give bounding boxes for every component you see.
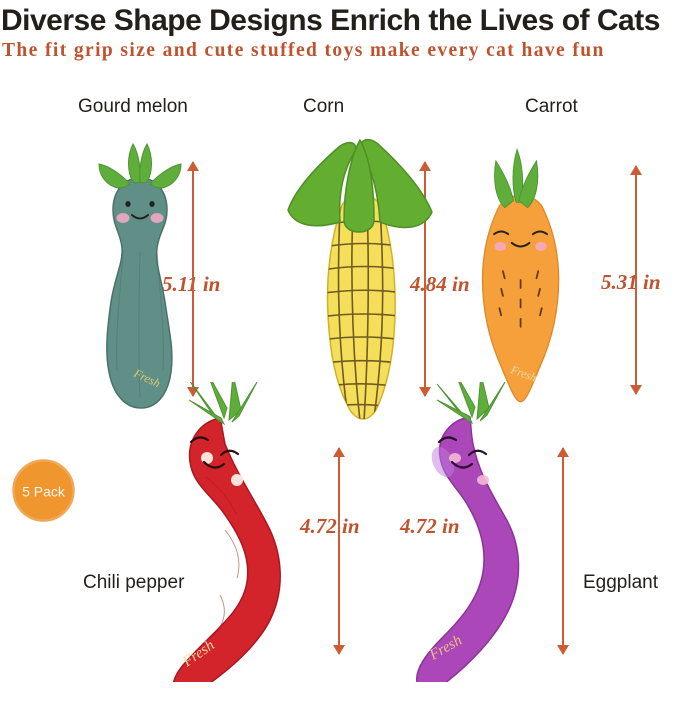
svg-text:5 Pack: 5 Pack — [22, 484, 66, 500]
